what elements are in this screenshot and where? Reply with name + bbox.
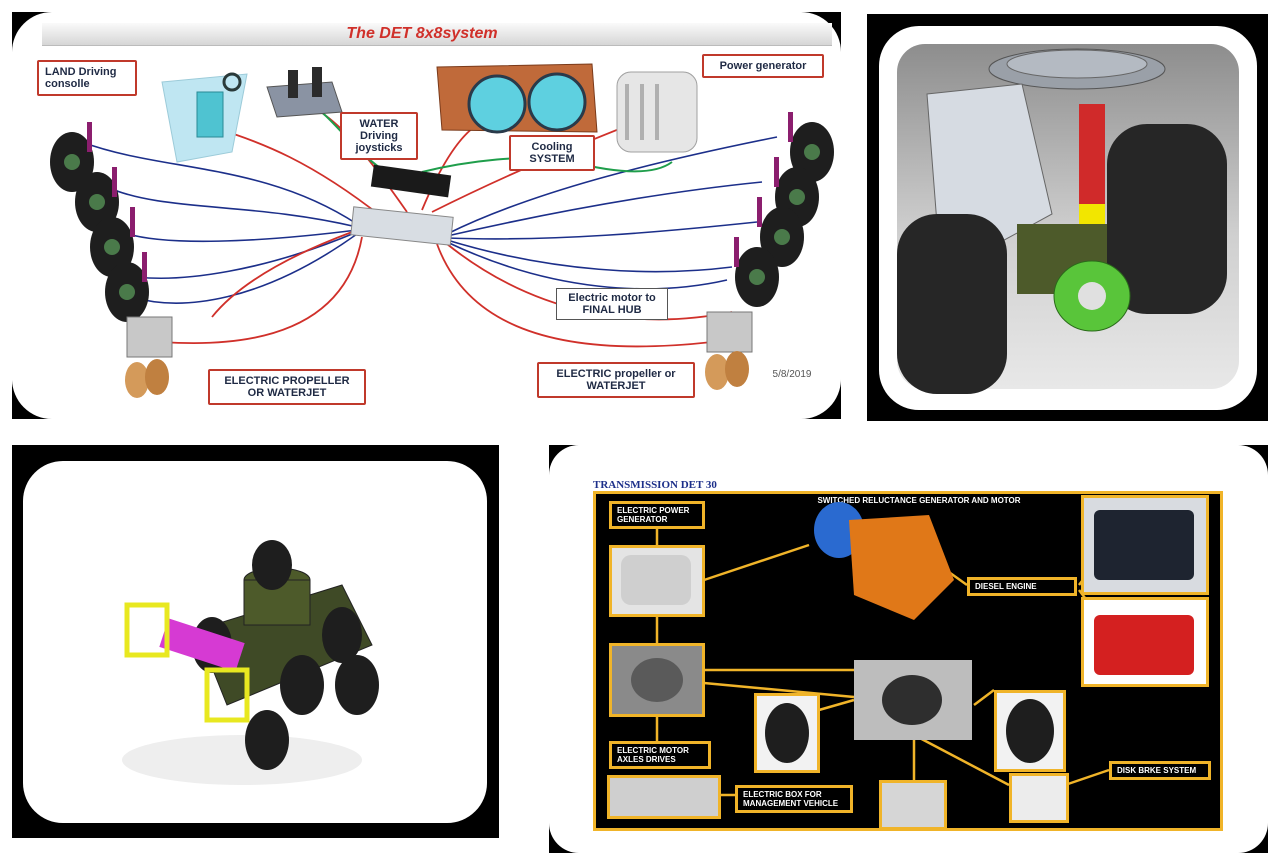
transmission-title: TRANSMISSION DET 30 — [593, 479, 717, 491]
electric-motor-label: Electric motor to FINAL HUB — [556, 288, 668, 321]
electric-box-photo — [607, 775, 721, 819]
engine-illustrations — [621, 502, 1194, 763]
water-joysticks-label: WATER Driving joysticks — [340, 112, 418, 161]
power-generator-label: ELECTRIC POWER GENERATOR — [609, 501, 705, 530]
junction-box-illustration — [350, 206, 454, 246]
cooling-system-label: Cooling SYSTEM — [509, 135, 595, 172]
power-generator-illustration — [616, 71, 698, 153]
right-wheels-illustration — [734, 112, 834, 307]
slide-title: The DET 8x8system — [346, 25, 498, 42]
disk-brake-photo — [1009, 773, 1069, 823]
diesel-engine-label: DIESEL ENGINE — [967, 577, 1077, 597]
electric-motor-label: ELECTRIC MOTOR AXLES DRIVES — [609, 741, 711, 770]
electric-box-label: ELECTRIC BOX FOR MANAGEMENT VEHICLE — [735, 785, 853, 814]
control-unit-illustration — [370, 164, 452, 198]
slide-date: 5/8/2019 — [772, 369, 812, 380]
panel-chassis-render — [12, 445, 499, 838]
suspension-photo — [879, 780, 947, 830]
disk-brake-label: DISK BRKE SYSTEM — [1109, 761, 1211, 781]
wheel-hub-illustration — [897, 48, 1227, 394]
transmission-header: SWITCHED RELUCTANCE GENERATOR AND MOTOR — [817, 496, 1021, 505]
left-wheels-illustration — [50, 122, 149, 322]
land-console-illustration — [161, 72, 248, 163]
cooling-system-illustration — [436, 63, 598, 134]
water-joysticks-illustration — [266, 67, 343, 118]
chassis-illustration — [122, 540, 379, 785]
left-propeller-label: ELECTRIC PROPELLER OR WATERJET — [208, 369, 366, 406]
right-propeller-illustration — [705, 311, 753, 390]
power-generator-label: Power generator — [702, 54, 824, 79]
blue-cables — [81, 136, 778, 304]
panel-det-8x8-system: The DET 8x8system — [12, 12, 841, 419]
land-console-label: LAND Driving consolle — [37, 60, 137, 97]
system-illustration — [50, 63, 834, 398]
right-propeller-label: ELECTRIC propeller or WATERJET — [537, 362, 695, 399]
panel-wheel-hub-render — [867, 14, 1268, 421]
panel-transmission-det-30: TRANSMISSION DET 30 SWITCHED RELUCTANCE … — [549, 445, 1268, 853]
left-propeller-illustration — [125, 316, 173, 398]
slide-title-banner — [42, 23, 832, 46]
